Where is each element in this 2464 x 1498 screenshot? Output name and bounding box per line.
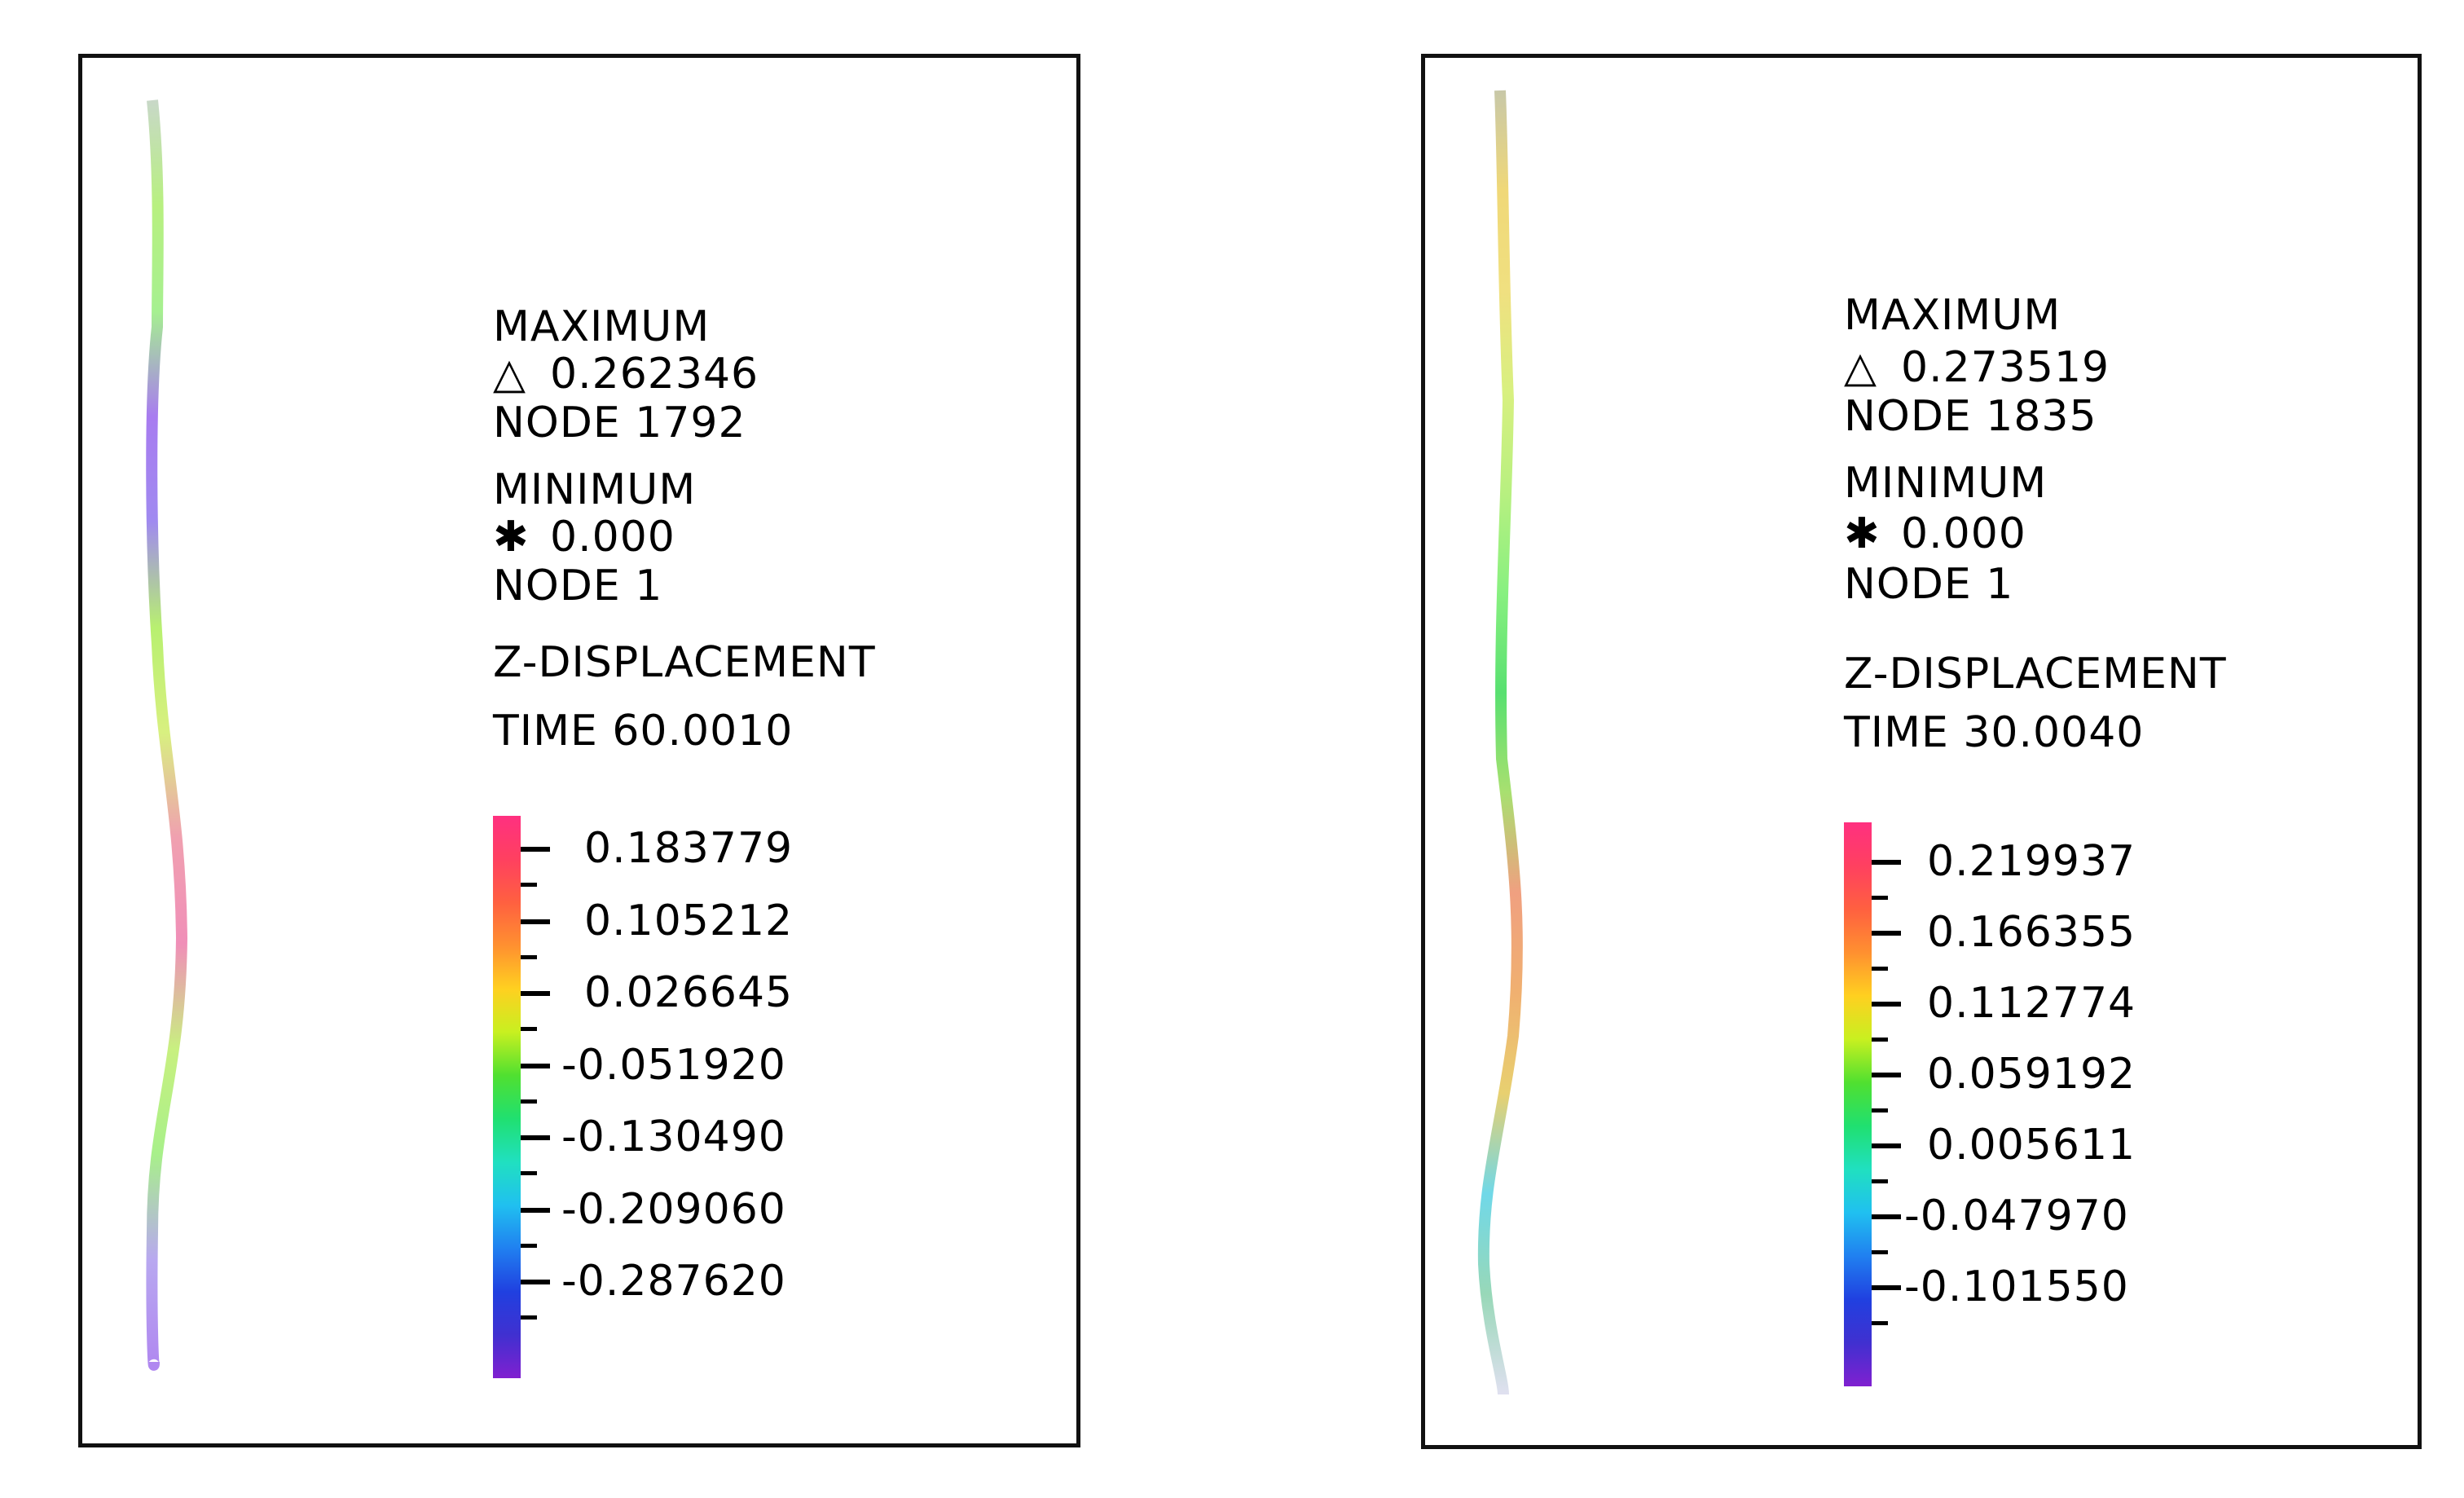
- scale-tick-label: 0.005611: [1927, 1121, 2136, 1170]
- scale-tick-label: -0.047970: [1904, 1192, 2129, 1240]
- minimum-node: NODE 1: [493, 562, 663, 610]
- color-scale-bar: [493, 816, 521, 1378]
- major-tick: [521, 1135, 550, 1140]
- maximum-label: MAXIMUM: [493, 302, 711, 351]
- minor-tick: [521, 1171, 537, 1176]
- major-tick: [1872, 931, 1901, 936]
- scale-tick-label: 0.219937: [1927, 837, 2136, 886]
- maximum-value: 0.273519: [1901, 343, 2110, 392]
- beam-plot: [1477, 90, 1523, 1395]
- major-tick: [1872, 1214, 1901, 1219]
- minor-tick: [1872, 895, 1888, 900]
- major-tick: [521, 1207, 550, 1213]
- minor-tick: [521, 1243, 537, 1248]
- triangle-icon: △: [493, 350, 526, 399]
- time-label: TIME 30.0040: [1844, 708, 2145, 757]
- major-tick: [521, 847, 550, 852]
- minor-tick: [521, 1315, 537, 1320]
- major-tick: [521, 1280, 550, 1284]
- scale-tick-label: -0.101550: [1904, 1262, 2129, 1311]
- minimum-value: 0.000: [550, 513, 675, 562]
- scale-tick-label: -0.287620: [561, 1257, 786, 1306]
- maximum-value: 0.262346: [550, 350, 759, 399]
- asterisk-icon: ✱: [1844, 509, 1881, 558]
- scale-tick-label: 0.183779: [584, 824, 794, 873]
- minor-tick: [1872, 1249, 1888, 1254]
- minor-tick: [1872, 1320, 1888, 1325]
- minimum-node: NODE 1: [1844, 560, 2014, 609]
- quantity-label: Z-DISPLACEMENT: [1844, 650, 2227, 698]
- deformed-beam: [1477, 90, 1523, 1395]
- major-tick: [1872, 1285, 1901, 1290]
- triangle-icon: △: [1844, 343, 1877, 392]
- left-panel: MAXIMUM △ 0.262346 NODE 1792 MINIMUM ✱ 0.0…: [78, 54, 1080, 1447]
- scale-tick-label: 0.166355: [1927, 908, 2136, 957]
- major-tick: [521, 991, 550, 996]
- minor-tick: [521, 954, 537, 959]
- minimum-label: MINIMUM: [493, 465, 697, 514]
- scale-tick-label: 0.026645: [584, 968, 794, 1017]
- minor-tick: [1872, 1179, 1888, 1183]
- color-scale-bar: [1844, 822, 1872, 1386]
- scale-tick-label: 0.112774: [1927, 979, 2136, 1028]
- major-tick: [1872, 1002, 1901, 1007]
- maximum-label: MAXIMUM: [1844, 291, 2061, 340]
- scale-tick-label: -0.130490: [561, 1112, 786, 1161]
- scale-tick-label: -0.209060: [561, 1184, 786, 1234]
- minor-tick: [521, 1027, 537, 1032]
- maximum-node: NODE 1792: [493, 399, 746, 447]
- time-label: TIME 60.0010: [493, 707, 794, 756]
- minor-tick: [1872, 1037, 1888, 1042]
- major-tick: [1872, 860, 1901, 865]
- minimum-label: MINIMUM: [1844, 459, 2048, 508]
- maximum-node: NODE 1835: [1844, 392, 2097, 441]
- minor-tick: [1872, 966, 1888, 971]
- major-tick: [521, 1063, 550, 1068]
- minor-tick: [521, 1099, 537, 1104]
- major-tick: [1872, 1073, 1901, 1077]
- scale-tick-label: 0.059192: [1927, 1050, 2136, 1099]
- minor-tick: [1872, 1108, 1888, 1112]
- scale-tick-label: -0.051920: [561, 1040, 786, 1090]
- major-tick: [521, 919, 550, 924]
- scale-tick-label: 0.105212: [584, 896, 794, 945]
- minor-tick: [521, 883, 537, 888]
- asterisk-icon: ✱: [493, 513, 530, 562]
- minimum-value: 0.000: [1901, 509, 2026, 558]
- deformed-beam: [146, 99, 188, 1371]
- right-panel: MAXIMUM △ 0.273519 NODE 1835 MINIMUM ✱ 0.0…: [1421, 54, 2422, 1449]
- beam-plot: [146, 99, 188, 1371]
- major-tick: [1872, 1143, 1901, 1148]
- quantity-label: Z-DISPLACEMENT: [493, 638, 876, 687]
